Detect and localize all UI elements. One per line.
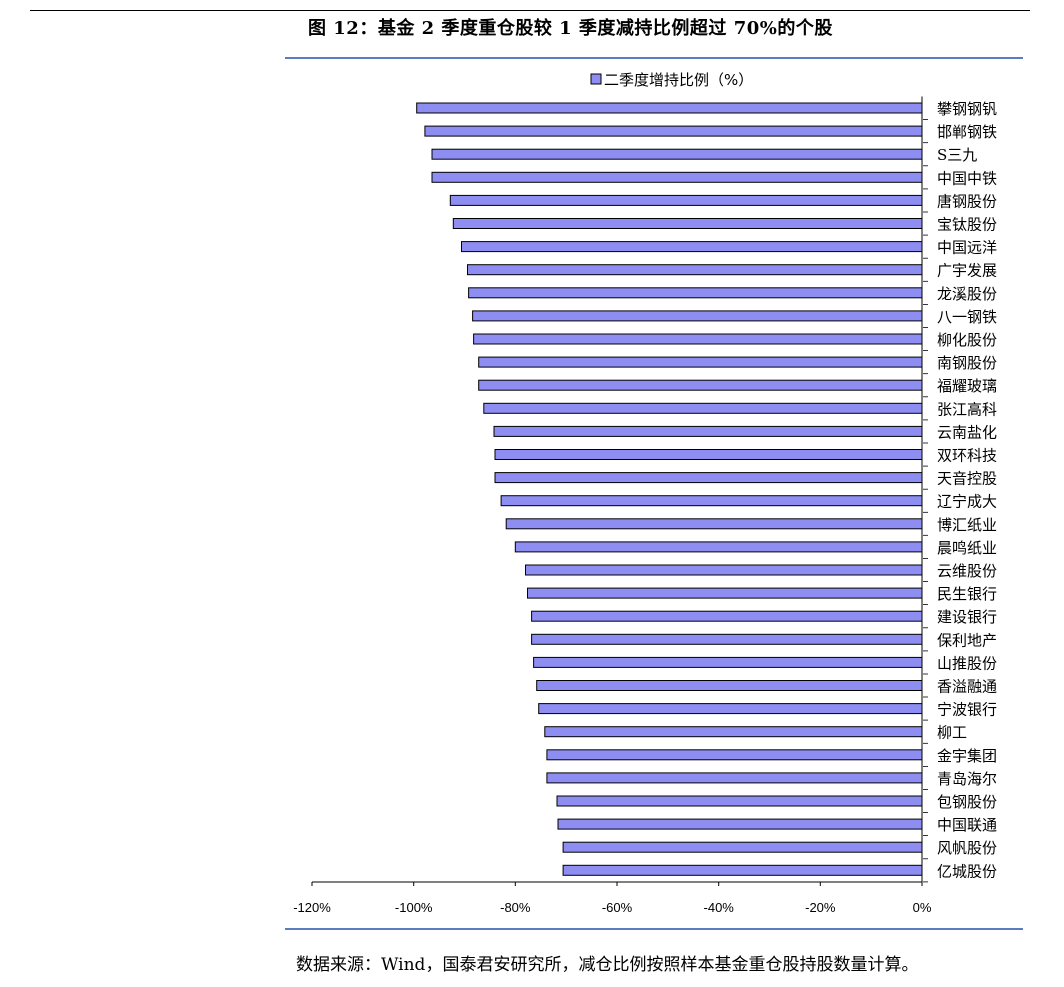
legend-swatch <box>590 73 602 85</box>
category-label: 金宇集团 <box>937 747 997 765</box>
category-label: 亿城股份 <box>937 862 997 880</box>
category-label: 双环科技 <box>937 447 997 465</box>
x-axis: -120% -100% -80% -60% -40% -20% 0% <box>293 96 932 915</box>
category-label: 辽宁成大 <box>937 493 997 511</box>
category-label: 包钢股份 <box>937 793 997 811</box>
bar-23 <box>531 610 923 622</box>
bar-11 <box>473 333 923 345</box>
title-underline <box>285 57 1023 59</box>
bar-13 <box>478 379 923 391</box>
figure-title: 图 12：基金 2 季度重仓股较 1 季度减持比例超过 70%的个股 <box>308 18 833 39</box>
category-label: 民生银行 <box>937 585 997 603</box>
category-label: 天音控股 <box>937 470 997 488</box>
bar-19 <box>505 518 923 530</box>
bar-20 <box>514 541 923 553</box>
bar-2 <box>424 125 923 137</box>
x-tick-label: -20% <box>805 900 836 915</box>
bar-28 <box>544 726 923 738</box>
bar-34 <box>562 864 923 876</box>
category-label: 云维股份 <box>937 562 997 580</box>
bar-27 <box>538 703 923 715</box>
category-label: 云南盐化 <box>937 423 997 441</box>
bar-26 <box>536 680 923 691</box>
bar-5 <box>449 194 923 206</box>
category-label: 宁波银行 <box>937 701 997 719</box>
bar-31 <box>556 795 923 807</box>
x-tick-label: -80% <box>500 900 531 915</box>
bar-10 <box>472 310 923 322</box>
category-label: 香溢融通 <box>937 678 997 696</box>
category-label: 南钢股份 <box>937 354 997 372</box>
bar-32 <box>557 818 923 830</box>
category-label: 广宇发展 <box>937 262 997 280</box>
x-tick-label: -40% <box>704 900 735 915</box>
category-label: 福耀玻璃 <box>937 377 997 395</box>
bar-18 <box>500 495 923 507</box>
bar-4 <box>431 171 923 183</box>
category-label: 博汇纸业 <box>937 516 997 534</box>
category-label: 攀钢钢钒 <box>937 100 997 118</box>
category-label: 柳化股份 <box>937 331 997 349</box>
footer-rule <box>285 928 1023 930</box>
category-label: 中国远洋 <box>937 239 997 257</box>
bar-1 <box>416 102 923 114</box>
x-tick-label: -100% <box>395 900 433 915</box>
bar-16 <box>494 449 923 460</box>
bar-25 <box>533 656 923 668</box>
category-label: 建设银行 <box>937 608 997 626</box>
bar-14 <box>483 402 923 414</box>
category-label: 山推股份 <box>937 654 997 672</box>
category-label: 张江高科 <box>937 400 997 418</box>
category-label: 宝钛股份 <box>937 216 997 234</box>
bar-33 <box>562 841 923 853</box>
legend-label: 二季度增持比例（%） <box>604 71 753 89</box>
bar-21 <box>525 564 923 576</box>
bar-6 <box>452 218 923 229</box>
category-label: S三九 <box>937 146 977 164</box>
category-label: 唐钢股份 <box>937 192 997 210</box>
category-label: 中国中铁 <box>937 169 997 187</box>
bars-group <box>416 102 923 876</box>
bar-7 <box>461 241 923 253</box>
category-label: 青岛海尔 <box>937 770 997 788</box>
bar-17 <box>494 472 923 484</box>
x-tick-label: -60% <box>602 900 633 915</box>
category-label: 中国联通 <box>937 816 997 834</box>
bar-29 <box>546 749 923 761</box>
x-tick-label: 0% <box>913 900 932 915</box>
header-top-rule <box>30 10 1030 11</box>
chart-legend: 二季度增持比例（%） <box>590 71 753 89</box>
bar-30 <box>546 772 923 784</box>
bar-3 <box>431 148 923 160</box>
category-label: 龙溪股份 <box>937 285 997 303</box>
category-label: 保利地产 <box>937 631 997 649</box>
bar-8 <box>467 264 923 276</box>
category-label: 风帆股份 <box>937 839 997 857</box>
category-label: 八一钢铁 <box>937 308 997 326</box>
category-label: 柳工 <box>937 724 967 742</box>
x-tick-label: -120% <box>293 900 331 915</box>
source-note: 数据来源：Wind，国泰君安研究所，减仓比例按照样本基金重仓股持股数量计算。 <box>296 955 919 975</box>
bar-15 <box>493 425 923 437</box>
category-label: 晨鸣纸业 <box>937 539 997 557</box>
bar-24 <box>531 633 923 645</box>
bar-12 <box>478 356 923 368</box>
bar-9 <box>468 287 923 299</box>
category-label: 邯郸钢铁 <box>937 123 997 141</box>
bar-22 <box>527 587 923 599</box>
